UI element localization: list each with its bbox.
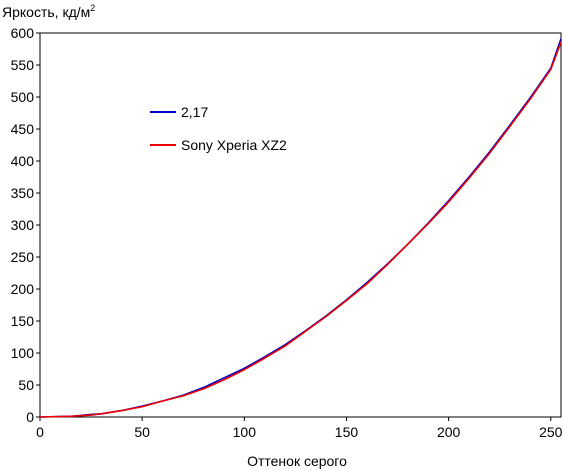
plot-frame — [39, 32, 562, 418]
x-tick-label: 150 — [335, 424, 359, 440]
y-tick-label: 550 — [11, 57, 35, 73]
x-tick-label: 100 — [233, 424, 257, 440]
series-line-0 — [39, 38, 562, 418]
y-tick-label: 300 — [11, 217, 35, 233]
y-axis: 0 50 100 150 200 250 300 350 400 450 500 550 600 — [11, 25, 40, 425]
x-tick-label: 50 — [134, 424, 150, 440]
y-tick-label: 0 — [26, 409, 34, 425]
plot-area — [39, 32, 562, 418]
y-tick-label: 150 — [11, 313, 35, 329]
legend-label-1: Sony Xperia XZ2 — [181, 137, 287, 153]
legend: 2,17 Sony Xperia XZ2 — [150, 104, 287, 153]
x-axis-title: Оттенок серого — [247, 453, 347, 469]
y-tick-label: 200 — [11, 281, 35, 297]
legend-label-0: 2,17 — [181, 104, 208, 120]
x-tick-label: 250 — [539, 424, 563, 440]
y-tick-label: 500 — [11, 89, 35, 105]
y-tick-label: 350 — [11, 185, 35, 201]
x-tick-label: 0 — [36, 424, 44, 440]
y-tick-label: 400 — [11, 153, 35, 169]
y-tick-label: 50 — [18, 377, 34, 393]
y-tick-label: 250 — [11, 249, 35, 265]
series-layer — [39, 38, 562, 418]
y-tick-label: 600 — [11, 25, 35, 41]
y-tick-label: 100 — [11, 345, 35, 361]
y-tick-label: 450 — [11, 121, 35, 137]
series-line-1 — [39, 41, 562, 418]
x-tick-label: 200 — [437, 424, 461, 440]
x-axis: 0 50 100 150 200 250 — [36, 417, 563, 440]
y-axis-title: Яркость, кд/м2 — [2, 3, 95, 20]
